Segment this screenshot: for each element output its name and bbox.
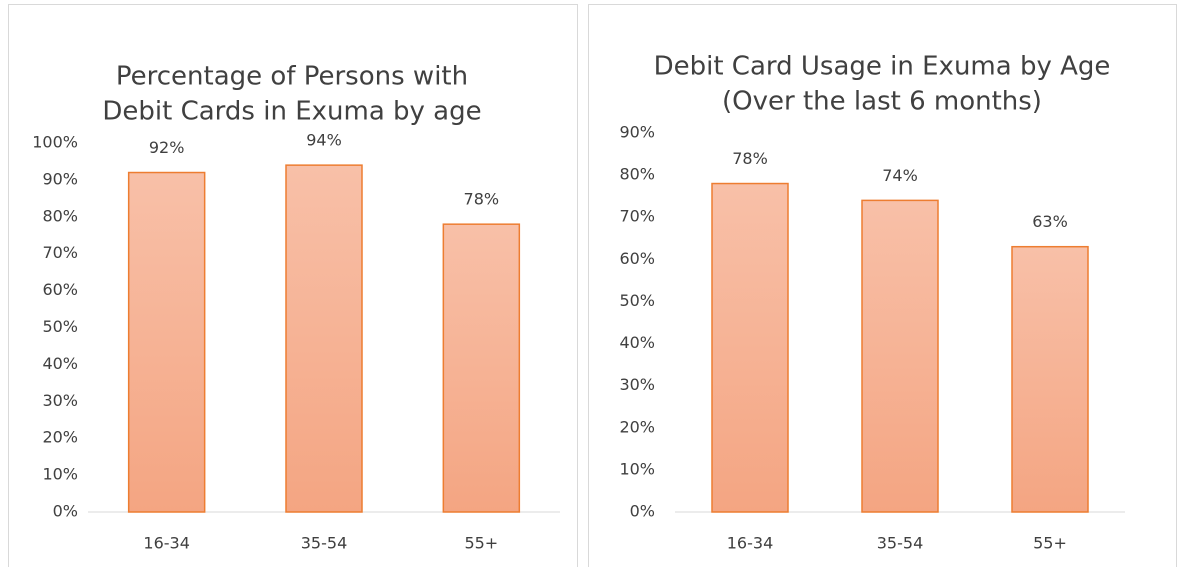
bar	[442, 223, 521, 513]
data-label: 94%	[306, 131, 342, 150]
x-tick-label: 35-54	[301, 534, 348, 553]
x-tick-label: 35-54	[877, 534, 924, 553]
y-tick-label: 90%	[42, 169, 78, 188]
data-label: 74%	[882, 166, 918, 185]
chart-title: (Over the last 6 months)	[722, 87, 1042, 117]
chart-title: Debit Cards in Exuma by age	[102, 97, 481, 127]
y-tick-label: 70%	[42, 243, 78, 262]
y-tick-label: 90%	[619, 123, 655, 142]
y-tick-label: 80%	[42, 206, 78, 225]
bar	[1011, 245, 1089, 513]
data-label: 78%	[732, 149, 768, 168]
data-label: 63%	[1032, 212, 1068, 231]
y-tick-label: 60%	[619, 249, 655, 268]
chart-title: Debit Card Usage in Exuma by Age	[654, 52, 1111, 82]
y-tick-label: 40%	[619, 333, 655, 352]
data-label: 78%	[464, 190, 500, 209]
y-tick-label: 40%	[42, 354, 78, 373]
y-tick-label: 30%	[619, 375, 655, 394]
y-tick-label: 20%	[619, 417, 655, 436]
y-tick-label: 30%	[42, 391, 78, 410]
y-tick-label: 10%	[42, 465, 78, 484]
x-tick-label: 16-34	[727, 534, 774, 553]
bar	[127, 171, 206, 513]
y-tick-label: 60%	[42, 280, 78, 299]
bar	[285, 164, 363, 513]
y-tick-label: 0%	[630, 502, 655, 521]
y-tick-label: 10%	[619, 459, 655, 478]
y-tick-label: 50%	[42, 317, 78, 336]
data-label: 92%	[149, 138, 185, 157]
y-tick-label: 50%	[619, 291, 655, 310]
chart-title: Percentage of Persons with	[116, 62, 468, 92]
bar	[861, 199, 939, 513]
y-tick-label: 0%	[53, 502, 78, 521]
y-tick-label: 70%	[619, 207, 655, 226]
y-tick-label: 100%	[32, 133, 78, 152]
x-tick-label: 55+	[1033, 534, 1067, 553]
bar	[711, 182, 789, 513]
x-tick-label: 16-34	[143, 534, 190, 553]
y-tick-label: 20%	[42, 428, 78, 447]
x-tick-label: 55+	[464, 534, 498, 553]
y-tick-label: 80%	[619, 165, 655, 184]
